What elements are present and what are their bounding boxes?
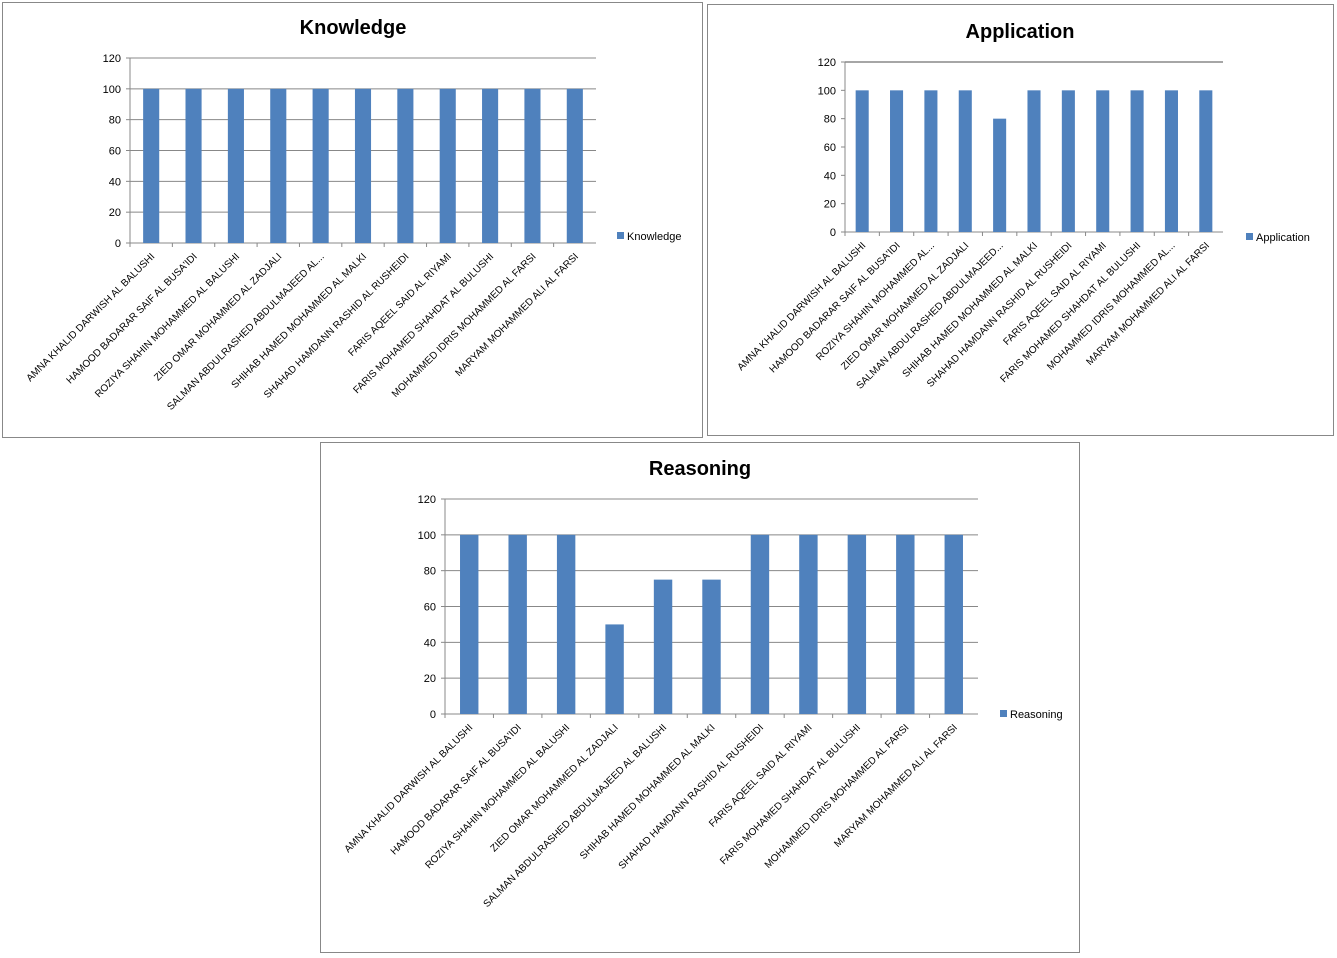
bar-9 — [847, 534, 867, 714]
bar-11 — [566, 88, 583, 243]
bar-1 — [460, 534, 479, 714]
legend-label: Knowledge — [627, 231, 681, 243]
legend-swatch — [617, 232, 624, 239]
y-tick-label: 80 — [824, 114, 836, 126]
y-tick-label: 60 — [824, 142, 836, 154]
bar-2 — [185, 88, 202, 243]
bar-11 — [944, 534, 963, 714]
y-tick-label: 100 — [818, 85, 836, 97]
category-label: MOHAMMED IDRIS MOHAMMED AL... — [1045, 240, 1177, 372]
bar-10 — [896, 534, 915, 714]
bar-7 — [397, 88, 414, 243]
y-tick-label: 60 — [109, 146, 121, 158]
application-chart-panel: Application 0 20 40 60 80 100 120 AMNA KHALID DA… — [707, 4, 1334, 436]
y-tick-label: 40 — [824, 170, 836, 182]
category-label: ROZIYA SHAHIN MOHAMMED AL BALUSHI — [93, 251, 242, 400]
bar-4 — [270, 88, 287, 243]
category-label: AMNA KHALID DARWISH AL BALUSHI — [736, 240, 869, 373]
category-label: ZIED OMAR MOHAMMED AL ZADJALI — [839, 240, 971, 372]
bar-9 — [482, 88, 499, 243]
bar-6 — [354, 88, 372, 243]
chart-title: Reasoning — [649, 458, 751, 480]
y-tick-label: 20 — [109, 207, 121, 219]
bar-1 — [143, 88, 160, 243]
bar-6 — [1027, 90, 1041, 232]
chart-title: Application — [966, 21, 1075, 43]
bar-4 — [958, 90, 972, 232]
chart-title: Knowledge — [300, 17, 407, 39]
y-tick-label: 120 — [418, 494, 436, 506]
bar-8 — [439, 88, 456, 243]
category-label: MARYAM MOHAMMED ALI AL FARSI — [1084, 240, 1211, 367]
bar-9 — [1130, 90, 1144, 232]
category-label: FARIS AQEEL SAID AL RIYAMI — [707, 722, 814, 829]
y-tick-label: 100 — [103, 84, 121, 96]
bar-3 — [227, 88, 244, 243]
bar-11 — [1199, 90, 1213, 232]
y-tick-label: 20 — [824, 199, 836, 211]
category-label: SALMAN ABDULRASHED ABDULMAJEED AL BALUSH… — [482, 722, 670, 910]
y-tick-label: 0 — [430, 709, 436, 721]
category-label: MOHAMMED IDRIS MOHAMMED AL FARSI — [390, 251, 539, 400]
bar-2 — [508, 534, 527, 714]
bar-5 — [653, 579, 673, 714]
bar-6 — [702, 579, 721, 714]
bar-3 — [556, 534, 576, 714]
reasoning-chart-panel: Reasoning 0 20 40 60 80 100 120 AMNA KHALID DARW… — [320, 442, 1080, 953]
legend-label: Application — [1256, 232, 1310, 244]
y-tick-label: 120 — [103, 53, 121, 65]
bar-7 — [1061, 90, 1075, 232]
category-label: SALMAN ABDULRASHED ABDULMAJEED AL... — [165, 251, 326, 412]
category-label: SHAHAD HAMDANN RASHID AL RUSHEIDI — [262, 251, 411, 400]
y-tick-label: 20 — [424, 673, 436, 685]
bar-3 — [924, 90, 938, 232]
bar-8 — [1096, 90, 1110, 232]
y-tick-label: 0 — [830, 227, 836, 239]
bar-10 — [1164, 90, 1178, 232]
bar-10 — [524, 88, 541, 243]
bar-2 — [890, 90, 904, 232]
knowledge-chart-panel: Knowledge 0 20 40 60 80 100 120 AMNA KHALID DARW… — [2, 2, 703, 438]
bar-4 — [605, 624, 624, 714]
y-tick-label: 120 — [818, 57, 836, 69]
legend-swatch — [1246, 233, 1253, 240]
bar-7 — [750, 534, 770, 714]
bar-1 — [855, 90, 869, 232]
y-tick-label: 40 — [109, 176, 121, 188]
y-tick-label: 60 — [424, 602, 436, 614]
y-tick-label: 80 — [109, 115, 121, 127]
bar-8 — [799, 534, 818, 714]
legend-swatch — [1000, 710, 1007, 717]
bar-5 — [993, 118, 1007, 232]
y-tick-label: 40 — [424, 637, 436, 649]
application-chart: Application 0 20 40 60 80 100 120 AMNA KHALID DA… — [736, 21, 1310, 392]
y-tick-label: 80 — [424, 566, 436, 578]
bar-5 — [312, 88, 329, 243]
y-tick-label: 0 — [115, 238, 121, 250]
legend-label: Reasoning — [1010, 709, 1063, 721]
y-tick-label: 100 — [418, 530, 436, 542]
